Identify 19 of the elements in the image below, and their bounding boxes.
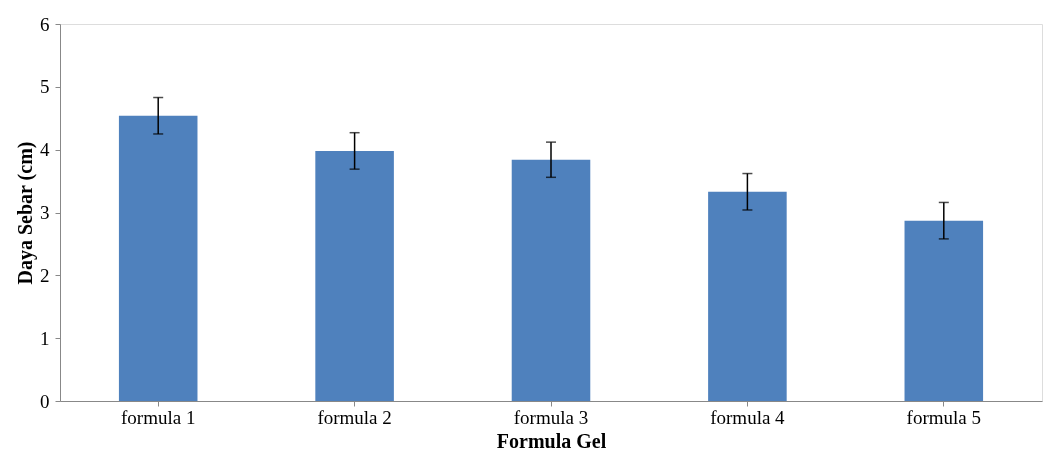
bar	[118, 115, 198, 401]
bar	[904, 220, 984, 401]
x-tick-label: formula 1	[121, 406, 196, 428]
x-tick-label: formula 4	[710, 406, 786, 428]
y-tick-label: 1	[40, 327, 50, 349]
y-tick-label: 6	[40, 13, 50, 35]
bar	[315, 150, 394, 401]
y-tick-label: 2	[40, 264, 50, 286]
bar	[511, 159, 591, 401]
y-tick-label: 3	[40, 202, 50, 223]
x-axis-title: Formula Gel	[496, 429, 607, 452]
x-tick-label: formula 3	[513, 406, 589, 428]
x-tick-label: formula 2	[317, 406, 392, 428]
y-axis-title: Daya Sebar (cm)	[14, 141, 37, 285]
y-tick-label: 0	[40, 390, 50, 412]
y-tick-label: 4	[40, 139, 50, 161]
bar	[708, 191, 787, 401]
x-tick-label: formula 5	[906, 406, 981, 428]
y-tick-label: 5	[40, 76, 50, 98]
